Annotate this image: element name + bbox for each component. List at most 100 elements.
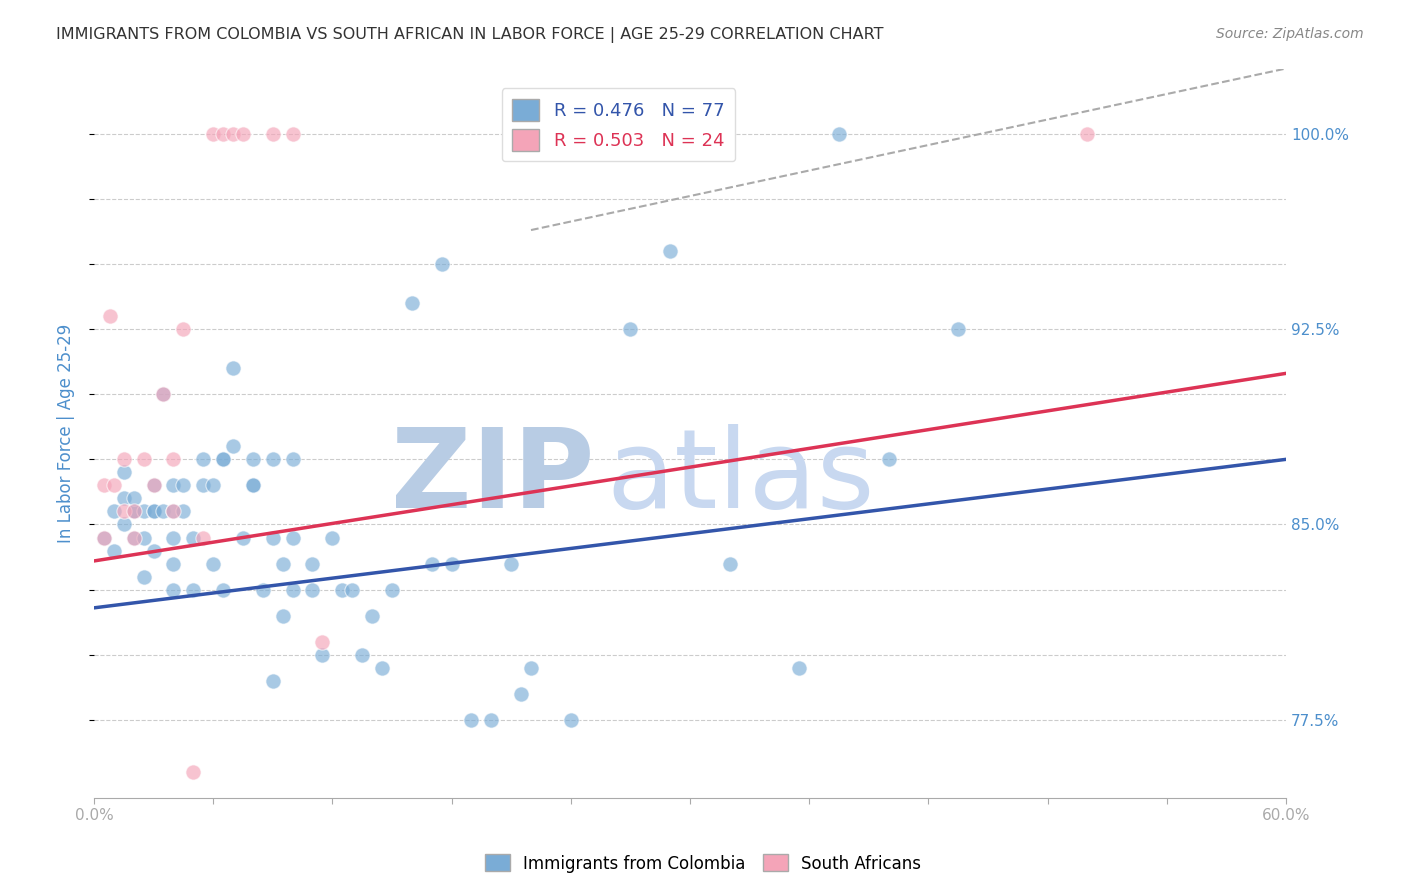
- Point: [271, 608, 294, 623]
- Point: [122, 491, 145, 506]
- Point: [132, 452, 155, 467]
- Point: [142, 478, 165, 492]
- Point: [112, 504, 135, 518]
- Point: [340, 582, 363, 597]
- Point: [281, 452, 304, 467]
- Point: [232, 531, 254, 545]
- Point: [946, 322, 969, 336]
- Point: [172, 322, 194, 336]
- Point: [212, 582, 235, 597]
- Point: [718, 557, 741, 571]
- Point: [202, 557, 225, 571]
- Point: [619, 322, 641, 336]
- Point: [222, 439, 245, 453]
- Point: [352, 648, 374, 662]
- Point: [401, 296, 423, 310]
- Text: atlas: atlas: [606, 424, 875, 531]
- Point: [112, 517, 135, 532]
- Point: [162, 504, 184, 518]
- Text: ZIP: ZIP: [391, 424, 595, 531]
- Text: IMMIGRANTS FROM COLOMBIA VS SOUTH AFRICAN IN LABOR FORCE | AGE 25-29 CORRELATION: IMMIGRANTS FROM COLOMBIA VS SOUTH AFRICA…: [56, 27, 884, 43]
- Point: [440, 557, 463, 571]
- Point: [122, 504, 145, 518]
- Point: [381, 582, 404, 597]
- Point: [132, 504, 155, 518]
- Point: [361, 608, 384, 623]
- Point: [301, 582, 323, 597]
- Point: [420, 557, 443, 571]
- Point: [181, 531, 204, 545]
- Point: [103, 478, 125, 492]
- Point: [242, 478, 264, 492]
- Point: [103, 504, 125, 518]
- Point: [222, 127, 245, 141]
- Point: [311, 634, 333, 648]
- Point: [281, 531, 304, 545]
- Text: Source: ZipAtlas.com: Source: ZipAtlas.com: [1216, 27, 1364, 41]
- Point: [212, 127, 235, 141]
- Point: [93, 531, 115, 545]
- Point: [152, 504, 174, 518]
- Point: [242, 478, 264, 492]
- Point: [242, 452, 264, 467]
- Point: [212, 452, 235, 467]
- Point: [132, 569, 155, 583]
- Point: [162, 478, 184, 492]
- Point: [479, 713, 502, 727]
- Point: [112, 491, 135, 506]
- Point: [828, 127, 851, 141]
- Point: [112, 466, 135, 480]
- Point: [193, 531, 215, 545]
- Point: [371, 661, 394, 675]
- Point: [193, 452, 215, 467]
- Point: [98, 309, 121, 323]
- Legend: R = 0.476   N = 77, R = 0.503   N = 24: R = 0.476 N = 77, R = 0.503 N = 24: [502, 88, 735, 161]
- Point: [262, 531, 284, 545]
- Point: [222, 361, 245, 376]
- Point: [232, 127, 254, 141]
- Point: [787, 661, 810, 675]
- Point: [510, 687, 533, 701]
- Point: [172, 504, 194, 518]
- Point: [162, 557, 184, 571]
- Point: [202, 127, 225, 141]
- Point: [262, 452, 284, 467]
- Point: [122, 531, 145, 545]
- Point: [430, 257, 453, 271]
- Point: [252, 582, 274, 597]
- Point: [162, 582, 184, 597]
- Point: [281, 582, 304, 597]
- Point: [330, 582, 353, 597]
- Point: [142, 504, 165, 518]
- Point: [321, 531, 343, 545]
- Point: [162, 531, 184, 545]
- Point: [659, 244, 682, 258]
- Point: [262, 127, 284, 141]
- Point: [122, 504, 145, 518]
- Point: [103, 543, 125, 558]
- Point: [162, 452, 184, 467]
- Point: [271, 557, 294, 571]
- Point: [181, 582, 204, 597]
- Point: [501, 557, 523, 571]
- Point: [122, 504, 145, 518]
- Point: [560, 713, 582, 727]
- Point: [181, 764, 204, 779]
- Point: [122, 531, 145, 545]
- Point: [202, 478, 225, 492]
- Point: [311, 648, 333, 662]
- Point: [281, 127, 304, 141]
- Point: [142, 543, 165, 558]
- Point: [520, 661, 543, 675]
- Point: [152, 387, 174, 401]
- Point: [132, 531, 155, 545]
- Point: [93, 478, 115, 492]
- Point: [877, 452, 900, 467]
- Point: [262, 673, 284, 688]
- Point: [193, 478, 215, 492]
- Point: [112, 452, 135, 467]
- Point: [301, 557, 323, 571]
- Point: [1076, 127, 1098, 141]
- Point: [142, 504, 165, 518]
- Point: [93, 531, 115, 545]
